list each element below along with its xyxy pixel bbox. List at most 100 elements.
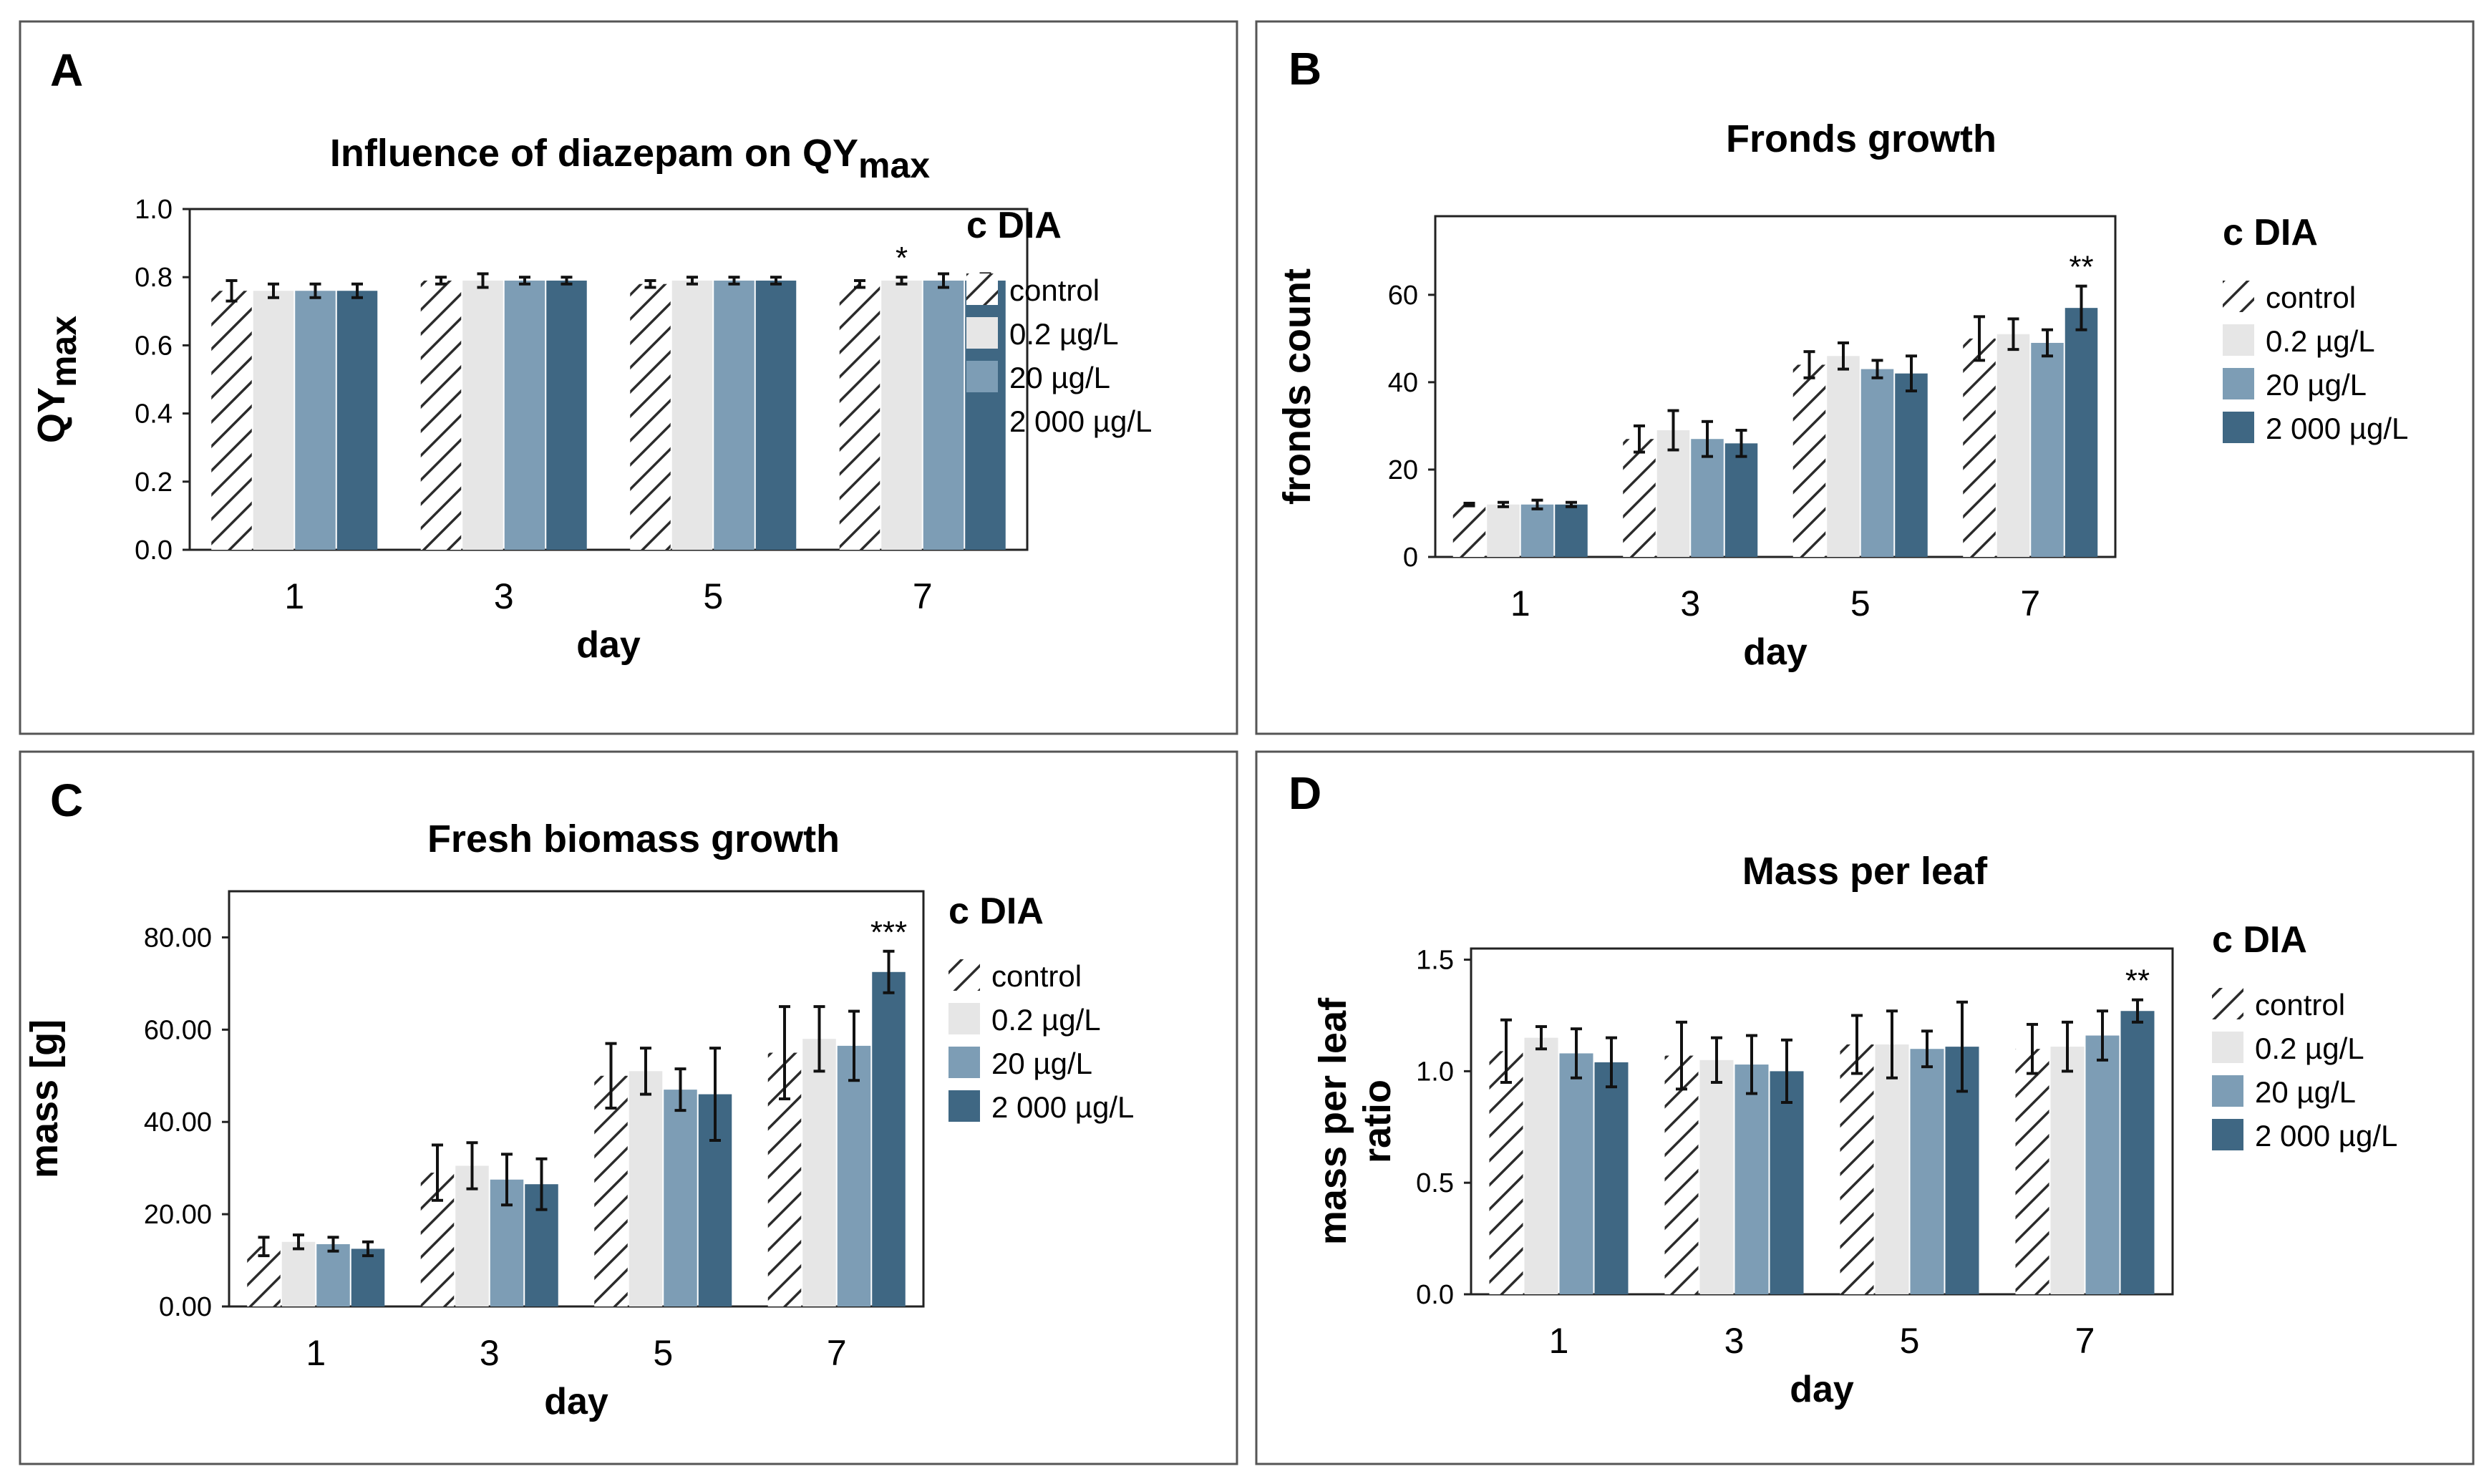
x-tick-label: 7 — [2075, 1321, 2095, 1361]
bar-d-day7-s2 — [2085, 1035, 2120, 1294]
bar-a-day5-s3 — [755, 280, 797, 550]
bar-b-day3-s2 — [1691, 439, 1724, 557]
bar-a-day7-s1 — [881, 280, 922, 550]
significance-marker: ** — [2069, 250, 2093, 285]
x-tick-label: 5 — [653, 1333, 673, 1373]
x-tick-label: 1 — [1549, 1321, 1569, 1361]
bar-b-day1-s0 — [1452, 504, 1486, 557]
legend-label: 2 000 µg/L — [1009, 404, 1152, 438]
bar-b-day5-s1 — [1827, 356, 1860, 557]
bar-d-day1-s0 — [1489, 1051, 1523, 1294]
panel-c: C Fresh biomass growth 0.00 20.00 40.00 60.00… — [19, 750, 1238, 1465]
y-tick-label: 1.0 — [135, 195, 173, 225]
y-tick-label: 80.00 — [144, 923, 212, 953]
bar-a-day3-s3 — [546, 280, 587, 550]
bar-c-day5-s0 — [594, 1075, 628, 1306]
bar-c-day5-s2 — [664, 1090, 697, 1306]
legend-title: c DIA — [2212, 919, 2307, 961]
bar-b-day7-s1 — [1996, 334, 2030, 557]
legend-swatch — [966, 273, 998, 305]
y-tick-label: 1.5 — [1416, 946, 1454, 976]
legend-swatch — [2223, 368, 2254, 399]
bar-a-day7-s0 — [839, 283, 880, 550]
bar-b-day3-s0 — [1623, 439, 1656, 557]
bar-c-day5-s1 — [629, 1071, 663, 1306]
bar-a-day3-s0 — [420, 280, 462, 550]
y-tick-label: 0.2 — [135, 467, 173, 498]
bar-b-day3-s1 — [1656, 430, 1690, 557]
legend-title: c DIA — [966, 205, 1062, 246]
bar-b-day7-s2 — [2031, 342, 2064, 557]
x-tick-label: 5 — [1900, 1321, 1920, 1361]
y-tick-label: 0 — [1403, 543, 1418, 573]
legend-swatch — [948, 1090, 980, 1122]
x-axis-label: day — [1790, 1369, 1854, 1410]
bar-d-day7-s1 — [2050, 1047, 2085, 1294]
legend-swatch — [948, 1047, 980, 1078]
x-axis-label: day — [544, 1381, 608, 1422]
legend-label: 20 µg/L — [991, 1047, 1092, 1080]
y-tick-label: 1.0 — [1416, 1057, 1454, 1087]
x-tick-label: 1 — [306, 1333, 326, 1373]
y-tick-label: 60.00 — [144, 1015, 212, 1045]
x-tick-label: 5 — [703, 576, 723, 616]
legend-label: control — [2255, 988, 2345, 1022]
legend-label: 0.2 µg/L — [1009, 317, 1119, 351]
bar-c-day7-s2 — [837, 1045, 871, 1306]
legend-label: 0.2 µg/L — [2255, 1032, 2364, 1065]
y-tick-label: 40 — [1388, 368, 1418, 398]
y-tick-label: 0.8 — [135, 263, 173, 293]
bar-d-day3-s3 — [1770, 1071, 1804, 1294]
x-tick-label: 5 — [1850, 583, 1871, 624]
bar-b-day5-s3 — [1895, 373, 1928, 557]
significance-marker: * — [896, 241, 908, 276]
y-axis-label: mass [g] — [23, 1019, 66, 1178]
y-tick-label: 0.0 — [1416, 1280, 1454, 1310]
chart-title: Fresh biomass growth — [427, 818, 840, 860]
bar-c-day1-s2 — [316, 1244, 350, 1306]
legend-swatch — [948, 959, 980, 991]
bar-c-day1-s1 — [281, 1241, 316, 1306]
x-tick-label: 3 — [1680, 583, 1700, 624]
bar-b-day7-s3 — [2065, 308, 2098, 557]
panel-letter: C — [50, 775, 83, 826]
y-axis-label: mass per leaf — [1311, 997, 1354, 1245]
bar-d-day1-s2 — [1559, 1053, 1593, 1294]
bar-d-day1-s1 — [1524, 1037, 1558, 1294]
y-tick-label: 0.6 — [135, 331, 173, 361]
y-tick-label: 0.0 — [135, 535, 173, 566]
bar-d-day7-s0 — [2015, 1049, 2049, 1294]
bar-a-day1-s3 — [336, 291, 378, 550]
bar-d-day5-s2 — [1910, 1049, 1944, 1294]
legend-label: 2 000 µg/L — [2255, 1119, 2397, 1153]
bar-a-day7-s2 — [923, 280, 964, 550]
x-tick-label: 7 — [913, 576, 933, 616]
chart-title: Influence of diazepam on QYmax — [330, 132, 930, 185]
legend-label: 20 µg/L — [1009, 361, 1110, 394]
legend-swatch — [2223, 324, 2254, 356]
legend-label: 0.2 µg/L — [991, 1003, 1101, 1037]
x-axis-label: day — [576, 624, 641, 666]
legend-swatch — [2223, 412, 2254, 443]
bar-c-day7-s1 — [802, 1039, 836, 1306]
y-tick-label: 0.4 — [135, 399, 173, 430]
legend-swatch — [2212, 1075, 2243, 1107]
legend-title: c DIA — [948, 891, 1044, 932]
legend-swatch — [2212, 1119, 2243, 1150]
x-tick-label: 1 — [284, 576, 304, 616]
panel-frame — [19, 20, 1238, 735]
legend-swatch — [948, 1003, 980, 1034]
panel-d: D Mass per leaf 0.0 0.5 1.0 1.5 1 3 5 ** 7 day mass … — [1255, 750, 2475, 1465]
bar-b-day1-s1 — [1487, 504, 1520, 557]
legend-swatch — [966, 317, 998, 349]
legend-label: 0.2 µg/L — [2266, 324, 2375, 358]
legend-label: 20 µg/L — [2255, 1075, 2356, 1109]
bar-d-day3-s0 — [1664, 1055, 1699, 1294]
chart-title: Fronds growth — [1726, 117, 1996, 160]
bar-d-day1-s3 — [1594, 1062, 1629, 1294]
panel-letter: A — [50, 44, 83, 96]
panel-frame — [19, 750, 1238, 1465]
x-tick-label: 3 — [494, 576, 514, 616]
bar-c-day1-s3 — [351, 1248, 385, 1306]
